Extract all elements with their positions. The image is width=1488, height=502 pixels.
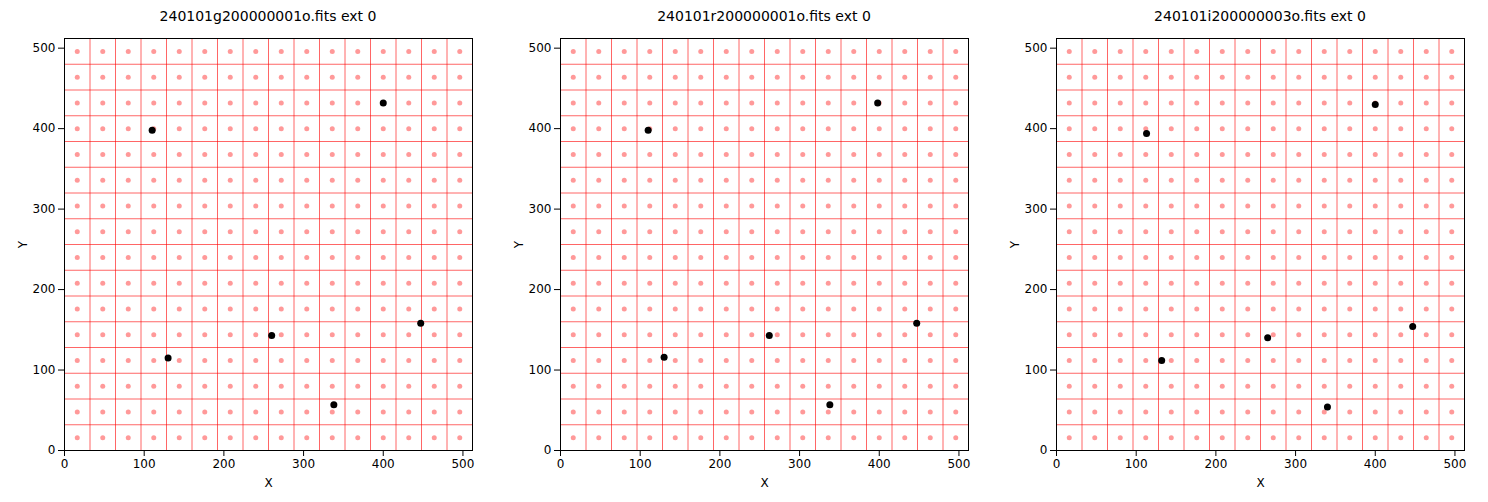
svg-text:200: 200 [1204,457,1227,471]
html-text:240101g200000001o.fits ext 0: 240101g200000001o.fits ext 0 [159,8,377,24]
svg-text:100: 100 [1125,457,1148,471]
html-text:240101i200000003o.fits ext 0: 240101i200000003o.fits ext 0 [1154,8,1366,24]
svg-text:500: 500 [451,457,474,471]
svg-text:100: 100 [529,363,552,377]
svg-text:100: 100 [33,363,56,377]
svg-text:100: 100 [629,457,652,471]
svg-text:0: 0 [61,457,69,471]
svg-text:100: 100 [1025,363,1048,377]
svg-text:500: 500 [1443,457,1466,471]
svg-text:Y: Y [1008,240,1022,249]
svg-text:500: 500 [1025,41,1048,55]
svg-text:400: 400 [372,457,395,471]
svg-text:300: 300 [1284,457,1307,471]
svg-text:Y: Y [16,240,30,249]
svg-text:0: 0 [544,443,552,457]
svg-text:400: 400 [33,121,56,135]
svg-text:200: 200 [708,457,731,471]
svg-text:500: 500 [947,457,970,471]
svg-text:300: 300 [33,202,56,216]
svg-text:500: 500 [33,41,56,55]
svg-text:400: 400 [868,457,891,471]
svg-text:X: X [1256,476,1264,490]
html-text:240101r200000001o.fits ext 0: 240101r200000001o.fits ext 0 [657,8,871,24]
svg-text:0: 0 [1040,443,1048,457]
svg-text:X: X [760,476,768,490]
svg-text:0: 0 [557,457,565,471]
svg-text:300: 300 [529,202,552,216]
svg-text:300: 300 [1025,202,1048,216]
svg-text:200: 200 [529,282,552,296]
svg-text:200: 200 [1025,282,1048,296]
svg-text:X: X [264,476,272,490]
svg-text:300: 300 [788,457,811,471]
svg-text:500: 500 [529,41,552,55]
svg-text:300: 300 [292,457,315,471]
svg-text:200: 200 [33,282,56,296]
svg-text:Y: Y [512,240,526,249]
svg-text:400: 400 [1364,457,1387,471]
svg-text:400: 400 [529,121,552,135]
svg-text:400: 400 [1025,121,1048,135]
svg-text:100: 100 [133,457,156,471]
svg-text:0: 0 [48,443,56,457]
svg-text:200: 200 [212,457,235,471]
svg-text:0: 0 [1053,457,1061,471]
